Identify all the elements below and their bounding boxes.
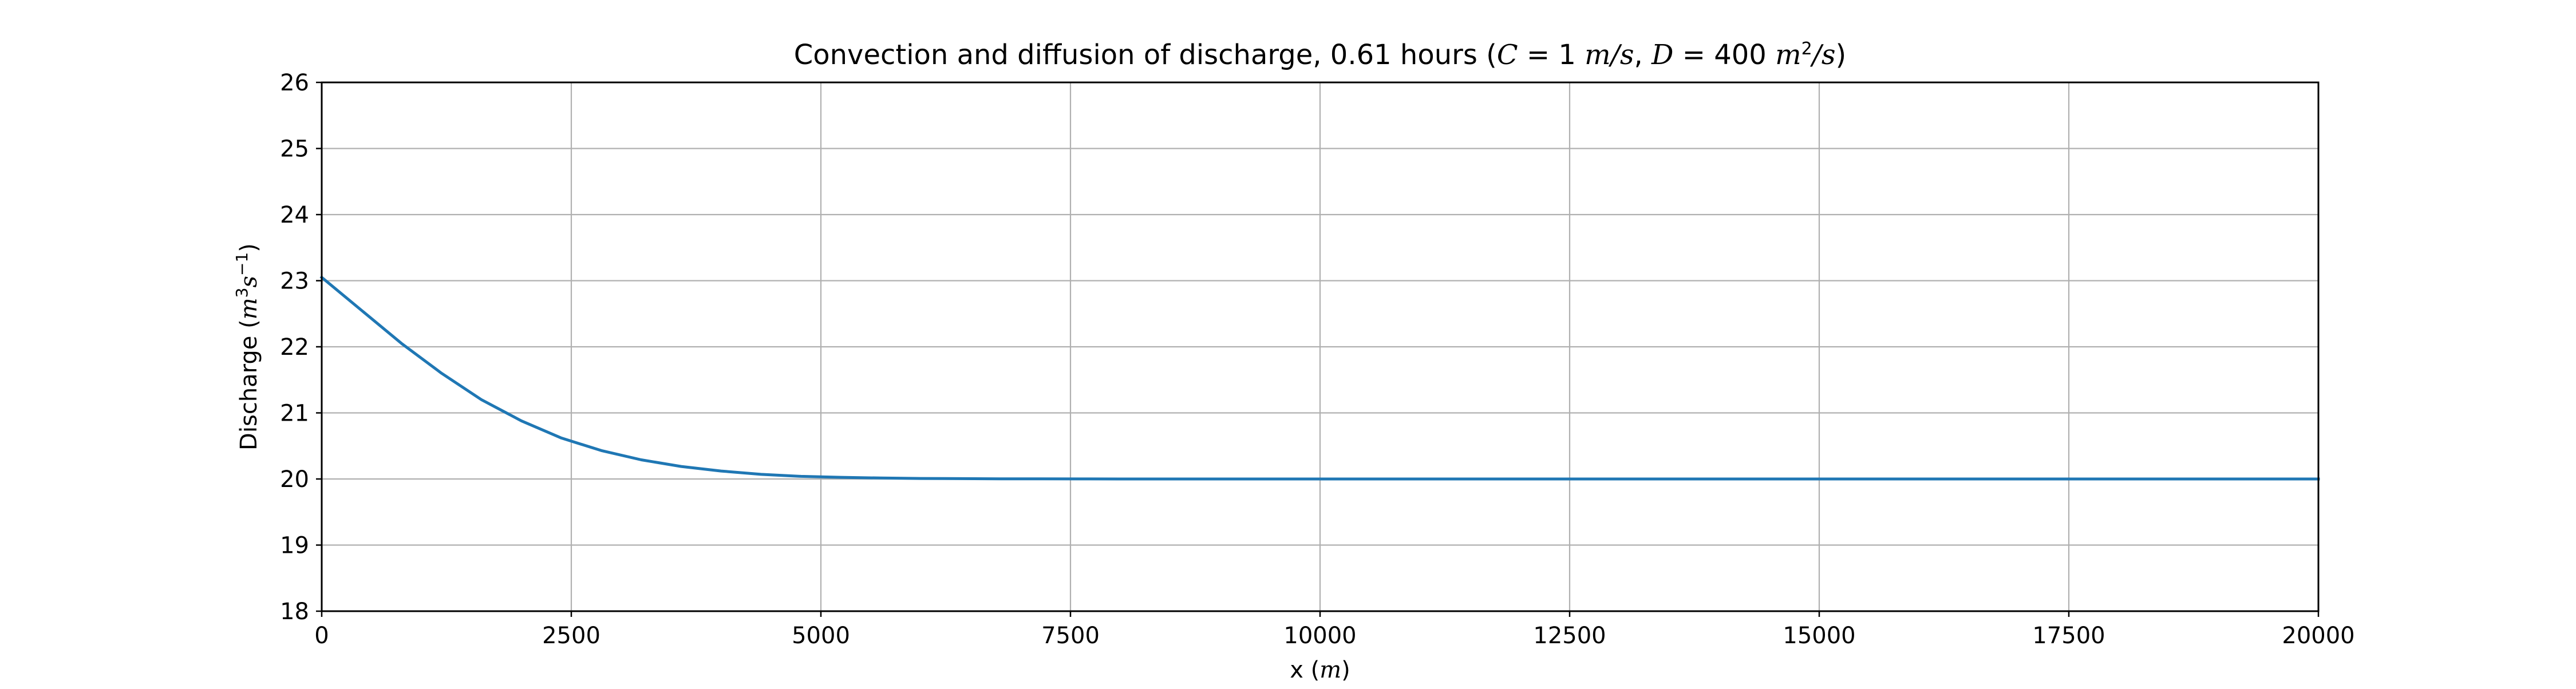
x-tick-label: 5000 (792, 623, 850, 649)
title-c-unit: m/s (1585, 39, 1634, 71)
x-tick-label: 10000 (1283, 623, 1356, 649)
x-axis-label-text: x ( (1290, 657, 1319, 683)
x-axis-label-tail: ) (1341, 657, 1350, 683)
y-axis-label-unit-s: s (236, 276, 262, 288)
title-d-unit: m (1775, 39, 1801, 71)
x-tick-label: 12500 (1533, 623, 1606, 649)
y-axis-label: Discharge (m3s−1) (232, 243, 263, 450)
title-d-equals: = 400 (1673, 39, 1766, 71)
chart-title: Convection and diffusion of discharge, 0… (794, 39, 1847, 72)
y-tick-label: 22 (280, 334, 309, 361)
y-axis-label-text: Discharge ( (236, 319, 262, 450)
y-tick-label: 20 (280, 466, 309, 493)
y-tick-label: 25 (280, 136, 309, 163)
y-tick-label: 26 (280, 70, 309, 96)
title-prefix: Convection and diffusion of discharge, 0… (794, 39, 1497, 71)
x-tick-label: 2500 (542, 623, 600, 649)
y-axis-label-unit-m: m (236, 298, 262, 319)
y-axis-label-tail: ) (236, 243, 262, 252)
y-tick-label: 24 (280, 202, 309, 228)
title-c-symbol: C (1497, 39, 1518, 71)
y-axis-label-exp-m: 3 (232, 287, 251, 298)
title-separator: , (1634, 39, 1652, 71)
series-layer (319, 275, 2320, 481)
title-c-equals: = 1 (1518, 39, 1576, 71)
x-axis-label-unit: m (1319, 657, 1341, 683)
y-tick-label: 18 (280, 599, 309, 625)
y-tick-label: 19 (280, 533, 309, 559)
axis-ticks: 0 2500 5000 7500 10000 12500 15000 17500 20000 18… (280, 70, 2355, 649)
x-tick-label: 7500 (1041, 623, 1100, 649)
grid-lines (321, 81, 2320, 612)
x-tick-label: 17500 (2032, 623, 2105, 649)
title-d-unit-tail: /s (1810, 39, 1836, 71)
title-d-symbol: D (1651, 39, 1673, 71)
title-d-unit-exponent: 2 (1801, 39, 1812, 59)
x-tick-label: 20000 (2282, 623, 2354, 649)
y-tick-label: 23 (280, 268, 309, 295)
x-tick-label: 15000 (1783, 623, 1855, 649)
x-axis-label: x (m) (1290, 657, 1350, 683)
y-tick-label: 21 (280, 401, 309, 427)
title-suffix: ) (1836, 39, 1847, 71)
x-tick-label: 0 (314, 623, 329, 649)
series-line-0 (319, 275, 2320, 481)
y-axis-label-exp-s: −1 (232, 252, 251, 276)
